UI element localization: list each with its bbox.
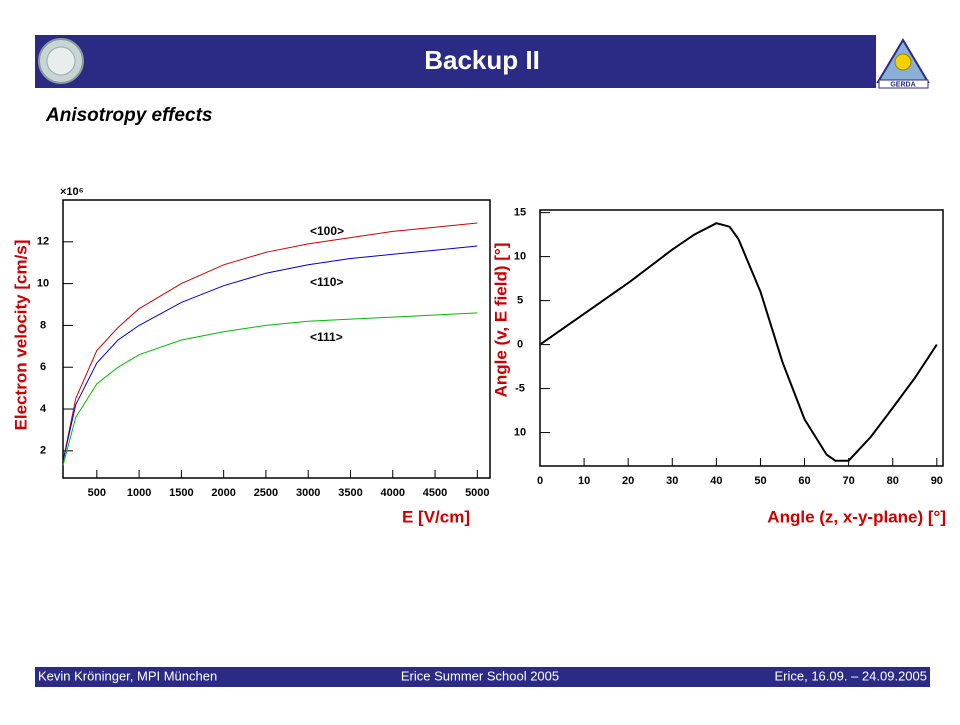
x-tick-label: 1500 <box>169 487 193 499</box>
x-tick-label: 20 <box>622 475 634 487</box>
x-tick-label: 4000 <box>381 487 405 499</box>
y-axis-title: Angle (v, E field) [°] <box>491 243 510 398</box>
line-series <box>62 222 478 462</box>
x-tick-label: 3000 <box>296 487 320 499</box>
footer-right: Erice, 16.09. – 24.09.2005 <box>774 668 927 683</box>
footer-bar <box>35 667 930 687</box>
y-tick-label: 10 <box>514 251 526 263</box>
y-tick-label: -5 <box>515 382 525 394</box>
y-tick-label: 2 <box>40 445 46 457</box>
plot-frame <box>62 199 491 479</box>
series-label: <100> <box>310 224 344 238</box>
x-tick-label: 4500 <box>423 487 447 499</box>
y-tick-label: 8 <box>40 319 46 331</box>
line-series <box>62 245 478 462</box>
left-logo <box>38 38 84 84</box>
x-tick-label: 10 <box>578 475 590 487</box>
x-tick-label: 0 <box>537 475 543 487</box>
y-tick-label: 10 <box>37 278 49 290</box>
series-label: <110> <box>310 275 343 289</box>
x-tick-label: 2000 <box>211 487 235 499</box>
axis-multiplier: ×10⁶ <box>60 186 84 198</box>
x-tick-label: 500 <box>88 487 106 499</box>
footer-center: Erice Summer School 2005 <box>401 668 559 683</box>
header-bar <box>35 35 930 88</box>
y-tick-label: 10 <box>514 426 526 438</box>
x-tick-label: 70 <box>843 475 855 487</box>
x-tick-label: 2500 <box>254 487 278 499</box>
x-tick-label: 30 <box>666 475 678 487</box>
y-tick-label: 15 <box>514 207 526 219</box>
slide-title: Backup II <box>424 45 540 75</box>
x-tick-label: 5000 <box>465 487 489 499</box>
x-tick-label: 3500 <box>338 487 362 499</box>
y-tick-label: 12 <box>37 236 49 248</box>
line-series <box>62 312 478 466</box>
y-tick-label: 0 <box>517 339 523 351</box>
y-axis-title: Electron velocity [cm/s] <box>11 240 30 431</box>
x-tick-label: 90 <box>931 475 943 487</box>
x-tick-label: 60 <box>798 475 810 487</box>
y-tick-label: 4 <box>40 403 47 415</box>
y-tick-label: 5 <box>517 295 523 307</box>
x-tick-label: 80 <box>887 475 899 487</box>
x-tick-label: 1000 <box>127 487 151 499</box>
logo-text: GERDA <box>890 81 915 88</box>
x-tick-label: 40 <box>710 475 722 487</box>
right-logo: GERDA <box>876 35 930 89</box>
footer-left: Kevin Kröninger, MPI München <box>38 668 217 683</box>
line-series <box>539 222 938 462</box>
y-tick-label: 6 <box>40 361 46 373</box>
x-tick-label: 50 <box>754 475 766 487</box>
slide-subtitle: Anisotropy effects <box>45 105 212 126</box>
x-axis-title: E [V/cm] <box>402 507 470 526</box>
x-axis-title: Angle (z, x-y-plane) [°] <box>767 507 946 526</box>
plot-frame <box>539 209 944 467</box>
series-label: <111> <box>310 330 343 344</box>
